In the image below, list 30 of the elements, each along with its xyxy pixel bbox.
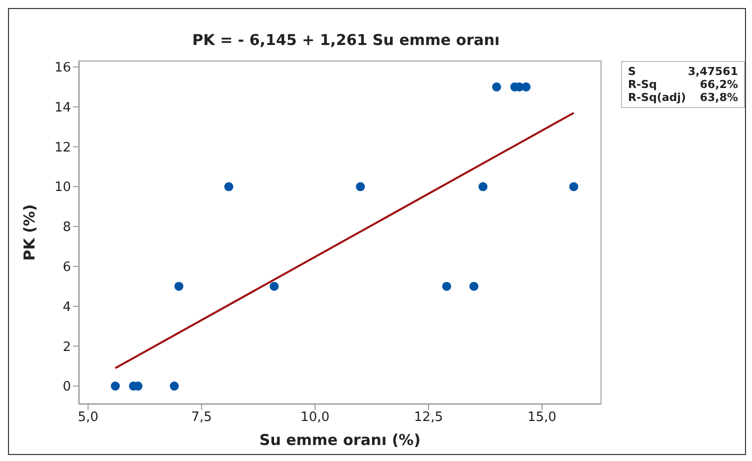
point (170, 382, 179, 391)
point (270, 282, 279, 291)
y-tick-label: 2 (62, 340, 71, 355)
y-tick-label: 14 (54, 100, 71, 116)
point (478, 182, 488, 192)
point (469, 282, 478, 291)
x-tick-label: 12,5 (414, 410, 443, 426)
y-tick-label: 0 (62, 380, 71, 395)
x-tick-label: 10,0 (300, 410, 330, 426)
y-tick-label: 4 (62, 300, 71, 315)
x-axis-title: Su emme oranı (%) (259, 431, 421, 449)
y-axis-title: PK (%) (20, 204, 38, 261)
y-tick-label: 6 (62, 260, 71, 276)
x-tick-label: 15,0 (528, 410, 556, 426)
fit-summary-box: S 3,47561 R-Sq 66,2% R-Sq(adj) 63,8% (621, 61, 745, 108)
point (522, 82, 531, 92)
point (224, 182, 234, 192)
point (442, 282, 452, 291)
y-tick-label: 10 (54, 180, 71, 196)
y-tick-label: 8 (62, 220, 71, 236)
point (110, 382, 120, 391)
point (174, 282, 184, 291)
x-tick-label: 7,5 (191, 410, 212, 426)
y-tick-label: 16 (54, 60, 71, 76)
point (569, 182, 578, 192)
point (492, 82, 502, 92)
point (356, 182, 365, 192)
x-tick-label: 5,0 (78, 410, 98, 426)
y-tick-label: 12 (54, 140, 71, 156)
chart-title: PK = - 6,145 + 1,261 Su emme oranı (191, 31, 501, 49)
